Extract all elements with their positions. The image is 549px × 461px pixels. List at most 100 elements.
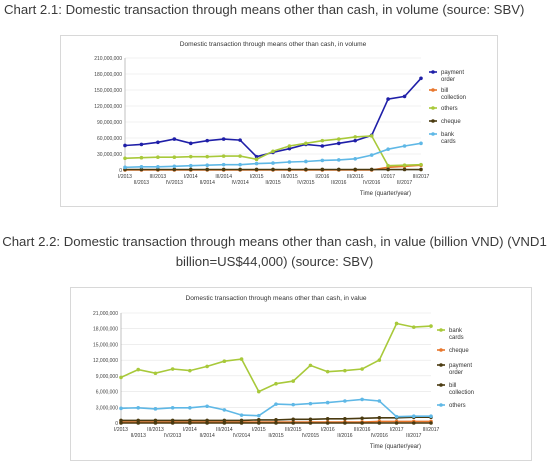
chart2-data-point bbox=[188, 368, 192, 373]
chart1-data-point bbox=[320, 158, 325, 163]
chart2-data-point bbox=[274, 421, 278, 425]
chart1-data-point bbox=[205, 167, 210, 172]
chart2-data-point bbox=[205, 364, 209, 369]
chart2-legend-item: cheque bbox=[437, 348, 469, 354]
chart2-xtick-label: I/2017 bbox=[390, 427, 404, 433]
chart1-data-point bbox=[287, 144, 292, 148]
chart1-data-point bbox=[386, 163, 390, 168]
chart1-legend-label: order bbox=[441, 77, 455, 83]
chart1-ytick-label: 90,000,000 bbox=[97, 120, 122, 126]
chart1-xtick-label: I/2015 bbox=[250, 174, 264, 180]
chart2-data-point bbox=[360, 367, 364, 371]
chart2-data-point bbox=[291, 421, 296, 425]
chart2-data-point bbox=[308, 421, 313, 425]
chart1-data-point bbox=[419, 162, 423, 167]
chart2-data-point bbox=[377, 415, 382, 420]
chart2-xtick-label: I/2013 bbox=[114, 427, 128, 433]
chart2-data-point bbox=[274, 381, 278, 386]
chart2-series-line bbox=[120, 398, 431, 418]
chart2-data-point bbox=[377, 399, 382, 403]
chart2-data-point bbox=[188, 406, 192, 410]
chart1-data-point bbox=[402, 144, 407, 148]
chart1-xtick-label: III/2016 bbox=[347, 174, 364, 180]
chart1-data-point bbox=[419, 167, 423, 172]
chart2-legend-label: order bbox=[449, 370, 463, 376]
chart1-data-point bbox=[402, 163, 407, 167]
chart1-data-point bbox=[304, 167, 308, 172]
chart2-data-point bbox=[119, 406, 123, 411]
chart1-xtick-label: III/2014 bbox=[215, 174, 232, 180]
chart1-ytick-label: 150,000,000 bbox=[94, 88, 122, 94]
chart2-data-point bbox=[153, 371, 158, 376]
chart2-data-point bbox=[170, 367, 175, 371]
chart2-data-point bbox=[411, 414, 416, 418]
chart2-data-point bbox=[222, 418, 227, 423]
chart1-xtick-label: III/2017 bbox=[413, 174, 430, 180]
chart2-data-point bbox=[394, 421, 399, 425]
chart1-xtick-label: I/2013 bbox=[118, 174, 132, 180]
chart1-data-point bbox=[386, 97, 390, 101]
chart2-xtick-label: IV/2013 bbox=[164, 433, 181, 439]
chart1-data-point bbox=[353, 135, 358, 139]
chart1-xtick-label: IV/2016 bbox=[363, 180, 380, 186]
chart1-data-point bbox=[369, 153, 374, 157]
chart2-xtick-label: IV/2015 bbox=[302, 433, 319, 439]
chart2-xtick-label: II/2017 bbox=[406, 433, 422, 439]
chart2-data-point bbox=[256, 413, 261, 418]
chart1-data-point bbox=[402, 167, 407, 172]
chart1-data-point bbox=[156, 155, 160, 159]
chart2-series-3 bbox=[119, 421, 433, 425]
chart2-data-point bbox=[343, 368, 347, 373]
chart2-ytick-label: 15,000,000 bbox=[93, 342, 118, 348]
chart2-data-point bbox=[411, 325, 416, 329]
chart2-data-point bbox=[153, 418, 158, 423]
chart2-xtick-label: IV/2016 bbox=[371, 433, 388, 439]
chart1-data-point bbox=[287, 167, 292, 172]
volume-chart-svg: Domestic transaction through means other… bbox=[94, 41, 466, 197]
chart2-ytick-label: 0 bbox=[115, 421, 118, 427]
chart1-ytick-label: 120,000,000 bbox=[94, 104, 122, 110]
chart1-xtick-label: II/2017 bbox=[397, 180, 413, 186]
chart2-xtick-label: III/2016 bbox=[354, 427, 371, 433]
chart1-xtick-label: I/2014 bbox=[184, 174, 198, 180]
chart1-legend-label: bill bbox=[441, 88, 448, 94]
chart1-data-point bbox=[353, 167, 358, 172]
chart2-data-point bbox=[308, 417, 313, 422]
chart2-data-point bbox=[360, 397, 364, 402]
chart2-xtick-label: I/2016 bbox=[321, 427, 335, 433]
value-chart-svg: Domestic transaction through means other… bbox=[93, 295, 474, 450]
chart2-data-point bbox=[377, 358, 382, 362]
chart2-xtick-label: IV/2014 bbox=[233, 433, 250, 439]
chart2-data-point bbox=[256, 418, 261, 422]
chart1-data-point bbox=[139, 142, 144, 147]
chart1-data-point bbox=[139, 165, 144, 169]
chart1-series-2 bbox=[123, 134, 423, 168]
chart2-data-point bbox=[360, 421, 364, 425]
chart2-xtick-label: II/2015 bbox=[268, 433, 284, 439]
chart2-legend-label: bank bbox=[449, 328, 463, 334]
chart1-data-point bbox=[123, 143, 127, 148]
chart1-data-point bbox=[336, 137, 341, 141]
chart1-legend-marker bbox=[431, 132, 435, 136]
chart1-series-3 bbox=[123, 167, 423, 172]
chart1-data-point bbox=[336, 158, 341, 162]
chart1-data-point bbox=[188, 167, 193, 172]
chart1-ytick-label: 0 bbox=[119, 168, 122, 174]
chart1-data-point bbox=[156, 167, 160, 172]
chart1-data-point bbox=[287, 160, 292, 164]
chart1-legend-label: bank bbox=[441, 132, 455, 138]
chart2-ytick-label: 18,000,000 bbox=[93, 327, 118, 333]
chart1-data-point bbox=[221, 167, 226, 172]
chart1-data-point bbox=[304, 141, 308, 146]
chart1-data-point bbox=[188, 141, 193, 146]
chart2-xtick-label: I/2014 bbox=[183, 427, 197, 433]
chart2-data-point bbox=[429, 324, 433, 328]
chart2-ytick-label: 3,000,000 bbox=[96, 405, 118, 411]
chart1-title: Domestic transaction through means other… bbox=[180, 41, 367, 48]
chart2-data-point bbox=[222, 408, 227, 412]
chart2-data-point bbox=[188, 421, 192, 425]
chart1-data-point bbox=[254, 157, 259, 162]
chart1-legend-label: cheque bbox=[441, 119, 461, 125]
chart2-xtick-label: III/2015 bbox=[285, 427, 302, 433]
